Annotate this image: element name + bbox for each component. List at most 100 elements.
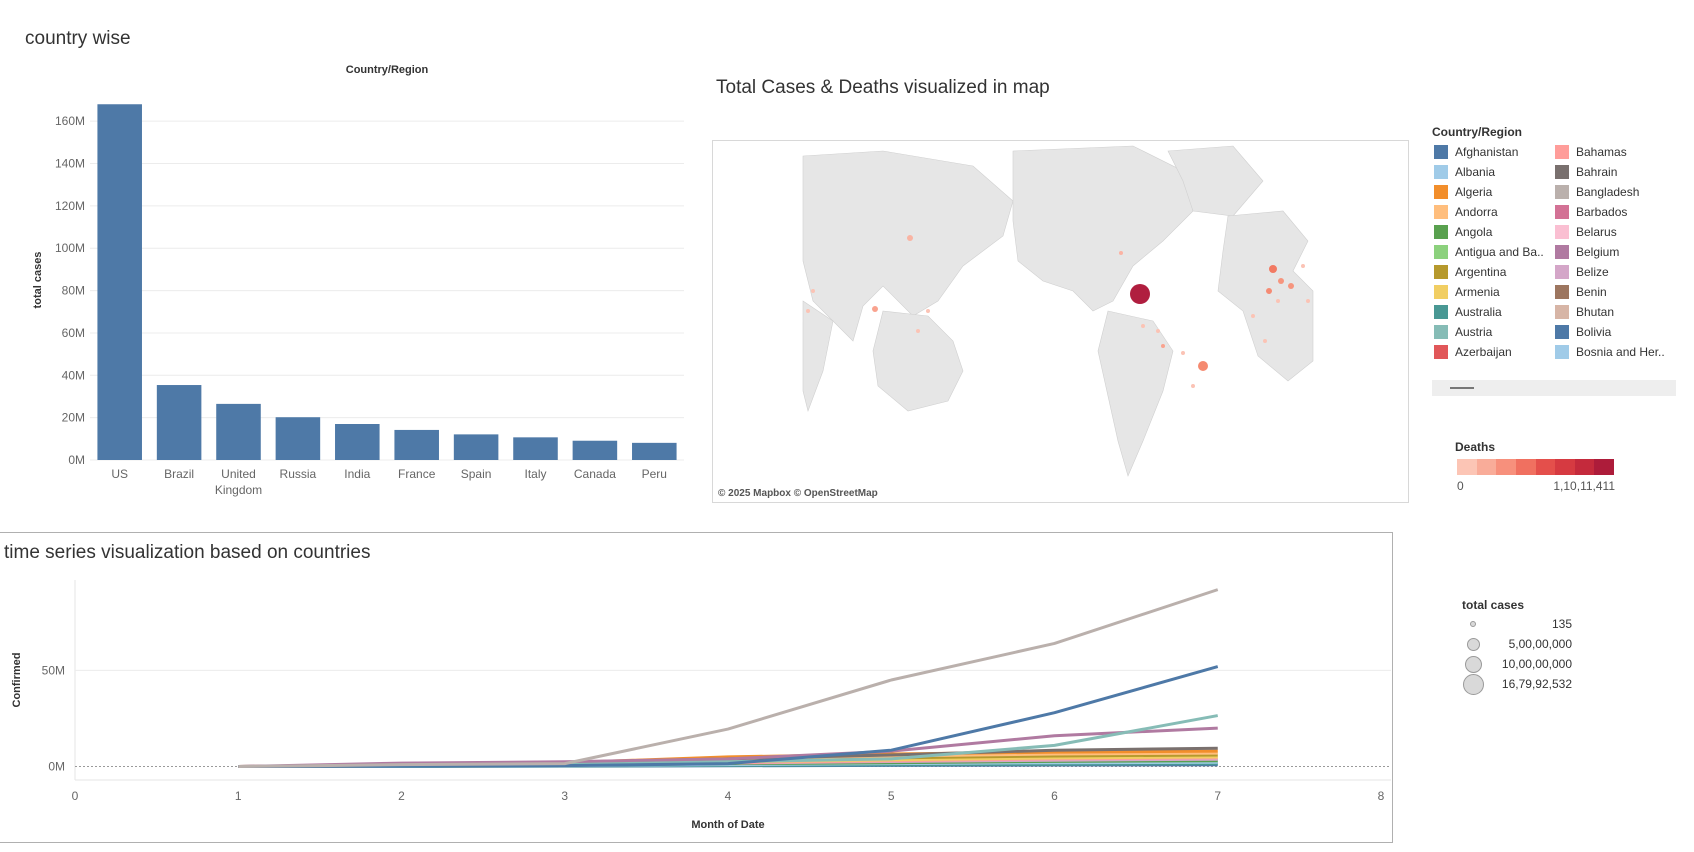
bar-category-label: Spain (461, 467, 492, 481)
legend-label: Argentina (1455, 265, 1507, 279)
map-marker-us[interactable] (1130, 284, 1150, 304)
legend-swatch (1555, 325, 1569, 339)
legend-item-belgium[interactable]: Belgium (1555, 242, 1680, 262)
map-markers (806, 235, 1310, 388)
time-series-sheet (0, 532, 1393, 843)
bar-india[interactable] (335, 424, 380, 460)
legend-item-antigua-and-ba[interactable]: Antigua and Ba.. (1434, 242, 1554, 262)
legend-swatch (1434, 345, 1448, 359)
legend-label: Belize (1576, 265, 1609, 279)
size-legend-item[interactable]: 10,00,00,000 (1462, 654, 1572, 674)
legend-label: Bhutan (1576, 305, 1615, 319)
bar-sheet-title: country wise (25, 28, 131, 49)
legend-label: Bangladesh (1576, 185, 1640, 199)
bar-ytick-label: 100M (55, 241, 85, 255)
line-series[interactable] (238, 588, 1219, 769)
bar-spain[interactable] (453, 434, 499, 460)
map-attribution[interactable]: © 2025 Mapbox © OpenStreetMap (718, 488, 878, 499)
map-marker-peru[interactable] (1161, 344, 1165, 348)
bar-chart[interactable]: 0M 20M 40M 60M 80M 100M 120M 140M 160M total case… (0, 80, 700, 500)
bar-russia[interactable] (275, 417, 321, 460)
legend-swatch (1434, 305, 1448, 319)
bar-us[interactable] (97, 104, 142, 461)
line-xtick-label: 7 (1214, 789, 1221, 803)
legend-label: Azerbaijan (1455, 345, 1512, 359)
bar-italy[interactable] (513, 437, 558, 460)
size-legend-item[interactable]: 135 (1462, 614, 1572, 634)
size-legend-label: 135 (1551, 617, 1572, 631)
legend-item-bangladesh[interactable]: Bangladesh (1555, 182, 1680, 202)
legend-item-bahamas[interactable]: Bahamas (1555, 142, 1680, 162)
deaths-legend-min: 0 (1457, 479, 1464, 493)
legend-swatch (1434, 205, 1448, 219)
legend-label: Angola (1455, 225, 1493, 239)
legend-item-afghanistan[interactable]: Afghanistan (1434, 142, 1554, 162)
map-marker-brazil[interactable] (1198, 361, 1208, 371)
legend-swatch (1434, 265, 1448, 279)
bar-united-kingdom[interactable] (216, 403, 261, 460)
legend-item-algeria[interactable]: Algeria (1434, 182, 1554, 202)
legend-item-australia[interactable]: Australia (1434, 302, 1554, 322)
legend-label: Belarus (1576, 225, 1617, 239)
map-marker-italy[interactable] (1288, 283, 1294, 289)
legend-item-andorra[interactable]: Andorra (1434, 202, 1554, 222)
line-chart[interactable]: 0M 50M 0 1 2 3 4 5 6 7 8 Month of Date Confirmed (0, 570, 1392, 840)
bar-ytick-label: 20M (62, 411, 85, 425)
legend-item-benin[interactable]: Benin (1555, 282, 1680, 302)
legend-label: Belgium (1576, 245, 1620, 259)
legend-swatch (1555, 285, 1569, 299)
legend-item-bosnia-and-her[interactable]: Bosnia and Her.. (1555, 342, 1680, 362)
ts-sheet-title: time series visualization based on count… (4, 542, 371, 563)
size-legend-label: 5,00,00,000 (1508, 637, 1572, 651)
legend-label: Austria (1455, 325, 1493, 339)
line-y-axis-title: Confirmed (11, 653, 23, 708)
bar-canada[interactable] (572, 440, 618, 460)
legend-item-argentina[interactable]: Argentina (1434, 262, 1554, 282)
legend-item-austria[interactable]: Austria (1434, 322, 1554, 342)
legend-swatch (1555, 265, 1569, 279)
size-legend-circle (1464, 655, 1482, 673)
bar-brazil[interactable] (156, 385, 202, 460)
legend-item-angola[interactable]: Angola (1434, 222, 1554, 242)
bar-france[interactable] (394, 429, 439, 460)
line-series[interactable] (238, 726, 1218, 769)
legend-item-azerbaijan[interactable]: Azerbaijan (1434, 342, 1554, 362)
bar-ytick-label: 80M (62, 284, 85, 298)
line-x-axis-title: Month of Date (691, 819, 764, 831)
country-legend-column-1: Afghanistan Albania Algeria Andorra Angola An… (1434, 142, 1554, 362)
deaths-ramp-step (1515, 459, 1536, 475)
map-marker-russia[interactable] (907, 235, 913, 241)
map-marker-canada[interactable] (1119, 251, 1123, 255)
map-marker-india[interactable] (872, 306, 878, 312)
deaths-ramp-step (1496, 459, 1516, 475)
map-marker-spain[interactable] (1266, 288, 1272, 294)
size-legend-circle (1462, 673, 1484, 695)
line-xtick-label: 8 (1378, 789, 1385, 803)
legend-item-bhutan[interactable]: Bhutan (1555, 302, 1680, 322)
legend-swatch (1434, 225, 1448, 239)
legend-swatch (1555, 145, 1569, 159)
map-view[interactable]: © 2025 Mapbox © OpenStreetMap (712, 140, 1409, 503)
map-sheet-title: Total Cases & Deaths visualized in map (716, 77, 1050, 98)
line-series[interactable] (238, 665, 1219, 769)
map-marker-uk[interactable] (1269, 265, 1277, 273)
bar-ytick-label: 140M (55, 157, 85, 171)
size-legend-item[interactable]: 5,00,00,000 (1462, 634, 1572, 654)
legend-item-albania[interactable]: Albania (1434, 162, 1554, 182)
legend-label: Bahamas (1576, 145, 1627, 159)
legend-item-barbados[interactable]: Barbados (1555, 202, 1680, 222)
legend-item-belarus[interactable]: Belarus (1555, 222, 1680, 242)
bar-peru[interactable] (632, 442, 677, 460)
legend-scrollbar[interactable] (1432, 380, 1676, 396)
legend-item-armenia[interactable]: Armenia (1434, 282, 1554, 302)
map-marker-france[interactable] (1278, 278, 1284, 284)
legend-item-bahrain[interactable]: Bahrain (1555, 162, 1680, 182)
legend-scrollbar-thumb[interactable] (1450, 387, 1474, 389)
legend-swatch (1434, 245, 1448, 259)
size-legend-item[interactable]: 16,79,92,532 (1462, 673, 1572, 695)
legend-swatch (1555, 205, 1569, 219)
line-ytick-label: 50M (42, 663, 65, 677)
legend-swatch (1555, 345, 1569, 359)
legend-item-belize[interactable]: Belize (1555, 262, 1680, 282)
legend-item-bolivia[interactable]: Bolivia (1555, 322, 1680, 342)
